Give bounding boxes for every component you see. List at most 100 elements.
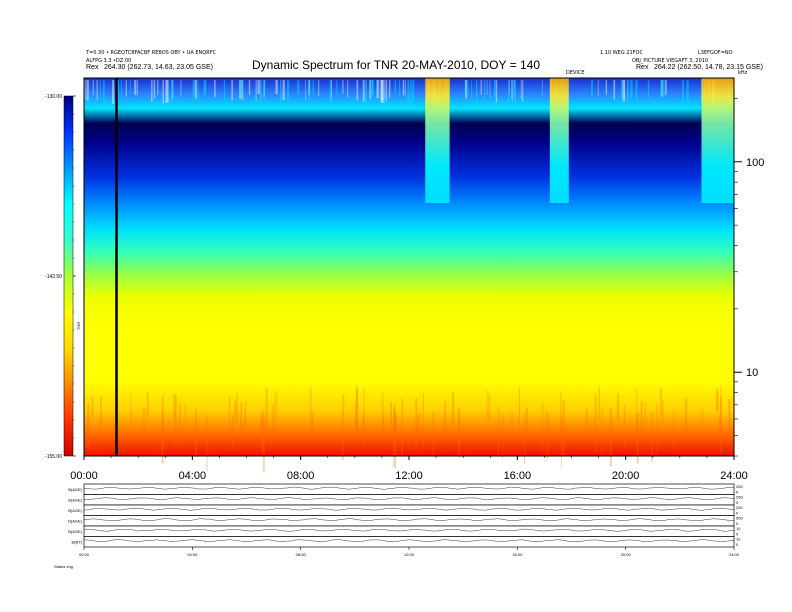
header-right-line1a: 1.10 WEG 21FOC bbox=[600, 50, 643, 56]
panel-x-tick-label: 16:00 bbox=[512, 552, 523, 557]
lower-streak bbox=[185, 403, 186, 427]
lower-streak bbox=[310, 386, 312, 442]
upper-streak bbox=[541, 80, 543, 96]
panel-1 bbox=[83, 494, 735, 506]
upper-streak bbox=[166, 80, 169, 103]
x-tick-label: 04:00 bbox=[179, 470, 207, 482]
lower-streak bbox=[240, 402, 243, 445]
upper-streak bbox=[241, 80, 244, 100]
upper-streak bbox=[171, 80, 174, 100]
lower-streak bbox=[382, 392, 384, 430]
upper-streak bbox=[194, 80, 197, 100]
upper-streak bbox=[591, 80, 593, 97]
upper-streak bbox=[151, 80, 153, 102]
upper-streak bbox=[172, 80, 174, 99]
upper-streak bbox=[162, 80, 164, 104]
upper-streak bbox=[257, 80, 260, 95]
panel-right-tick-bottom: 0 bbox=[736, 490, 739, 495]
lower-streak bbox=[143, 408, 145, 438]
panel-x-tick-label: 12:00 bbox=[404, 552, 415, 557]
lower-streak bbox=[720, 397, 722, 454]
lower-streak bbox=[720, 386, 722, 432]
lower-streak bbox=[393, 405, 396, 434]
upper-streak bbox=[465, 80, 468, 99]
upper-streak bbox=[369, 80, 372, 99]
panel-right-tick-bottom: 0 bbox=[736, 511, 739, 516]
upper-streak bbox=[402, 80, 405, 96]
lower-streak bbox=[585, 408, 588, 434]
upper-streak bbox=[412, 80, 415, 100]
upper-streak bbox=[372, 80, 374, 95]
lower-streak bbox=[617, 393, 620, 420]
lower-streak bbox=[488, 393, 490, 421]
lower-streak bbox=[394, 410, 397, 469]
lower-streak bbox=[382, 413, 385, 437]
upper-streak bbox=[165, 80, 168, 103]
upper-streak bbox=[405, 80, 406, 97]
upper-streak bbox=[370, 80, 371, 104]
panel-label: B(BT) bbox=[72, 539, 83, 544]
panel-trace bbox=[83, 539, 735, 543]
upper-streak bbox=[329, 80, 332, 102]
lower-streak bbox=[401, 398, 404, 457]
upper-streak bbox=[318, 80, 320, 97]
lower-streak bbox=[717, 391, 719, 412]
upper-streak bbox=[380, 80, 383, 104]
upper-streak bbox=[356, 80, 359, 101]
upper-streak bbox=[259, 80, 262, 103]
lower-streak bbox=[263, 413, 265, 473]
burst-1 bbox=[549, 78, 569, 203]
upper-streak bbox=[605, 80, 608, 95]
panel-right-tick-top: 250 bbox=[736, 505, 743, 510]
lower-streak bbox=[486, 390, 488, 419]
lower-streak bbox=[276, 392, 277, 440]
upper-streak bbox=[388, 80, 391, 98]
upper-streak bbox=[513, 80, 516, 97]
lower-streak bbox=[432, 411, 434, 456]
lower-streak bbox=[458, 408, 460, 458]
colorbar-label: TNR bbox=[76, 322, 81, 330]
lower-streak bbox=[234, 401, 237, 422]
panel-trace bbox=[83, 486, 735, 490]
lower-streak bbox=[422, 392, 424, 448]
lower-streak bbox=[545, 406, 547, 462]
upper-streak bbox=[180, 80, 182, 97]
upper-streak bbox=[365, 80, 367, 104]
lower-streak bbox=[161, 395, 164, 452]
lower-streak bbox=[624, 404, 625, 449]
lower-streak bbox=[245, 400, 247, 426]
upper-streak bbox=[620, 80, 623, 100]
upper-streak bbox=[514, 80, 516, 104]
upper-streak bbox=[248, 80, 251, 95]
header-left-rex-value: 264.30 (262.73, 14.63, 23.05 GSE) bbox=[104, 64, 213, 71]
lower-streak bbox=[609, 408, 612, 467]
upper-streak bbox=[682, 80, 684, 102]
lower-streak bbox=[260, 414, 263, 442]
lower-streak bbox=[415, 398, 418, 449]
upper-streak bbox=[394, 80, 397, 95]
colorbar-tick-label: -142.50 bbox=[45, 274, 62, 280]
upper-streak bbox=[410, 80, 412, 103]
upper-streak bbox=[520, 80, 522, 100]
lower-streak bbox=[719, 415, 721, 438]
panel-right-tick-top: 10 bbox=[736, 526, 741, 531]
upper-streak bbox=[376, 80, 379, 99]
lower-streak bbox=[195, 409, 197, 457]
upper-streak bbox=[205, 80, 207, 95]
lower-streak bbox=[444, 401, 446, 436]
panel-x-tick-label: 00:00 bbox=[79, 552, 90, 557]
upper-streak bbox=[239, 80, 242, 99]
upper-streak bbox=[665, 80, 667, 95]
panel-right-tick-bottom: 0 bbox=[736, 521, 739, 526]
lower-streak bbox=[87, 403, 90, 449]
upper-streak bbox=[298, 80, 300, 95]
panel-label: N(AGE) bbox=[68, 529, 83, 534]
lower-streak bbox=[594, 394, 597, 452]
upper-streak bbox=[399, 80, 401, 99]
upper-streak bbox=[647, 80, 650, 98]
panel-3 bbox=[83, 515, 735, 527]
panel-label: B(AGE) bbox=[68, 508, 82, 513]
upper-streak bbox=[480, 80, 482, 95]
lower-streak bbox=[394, 415, 397, 441]
header-left-rex-label: Rex bbox=[86, 64, 99, 71]
